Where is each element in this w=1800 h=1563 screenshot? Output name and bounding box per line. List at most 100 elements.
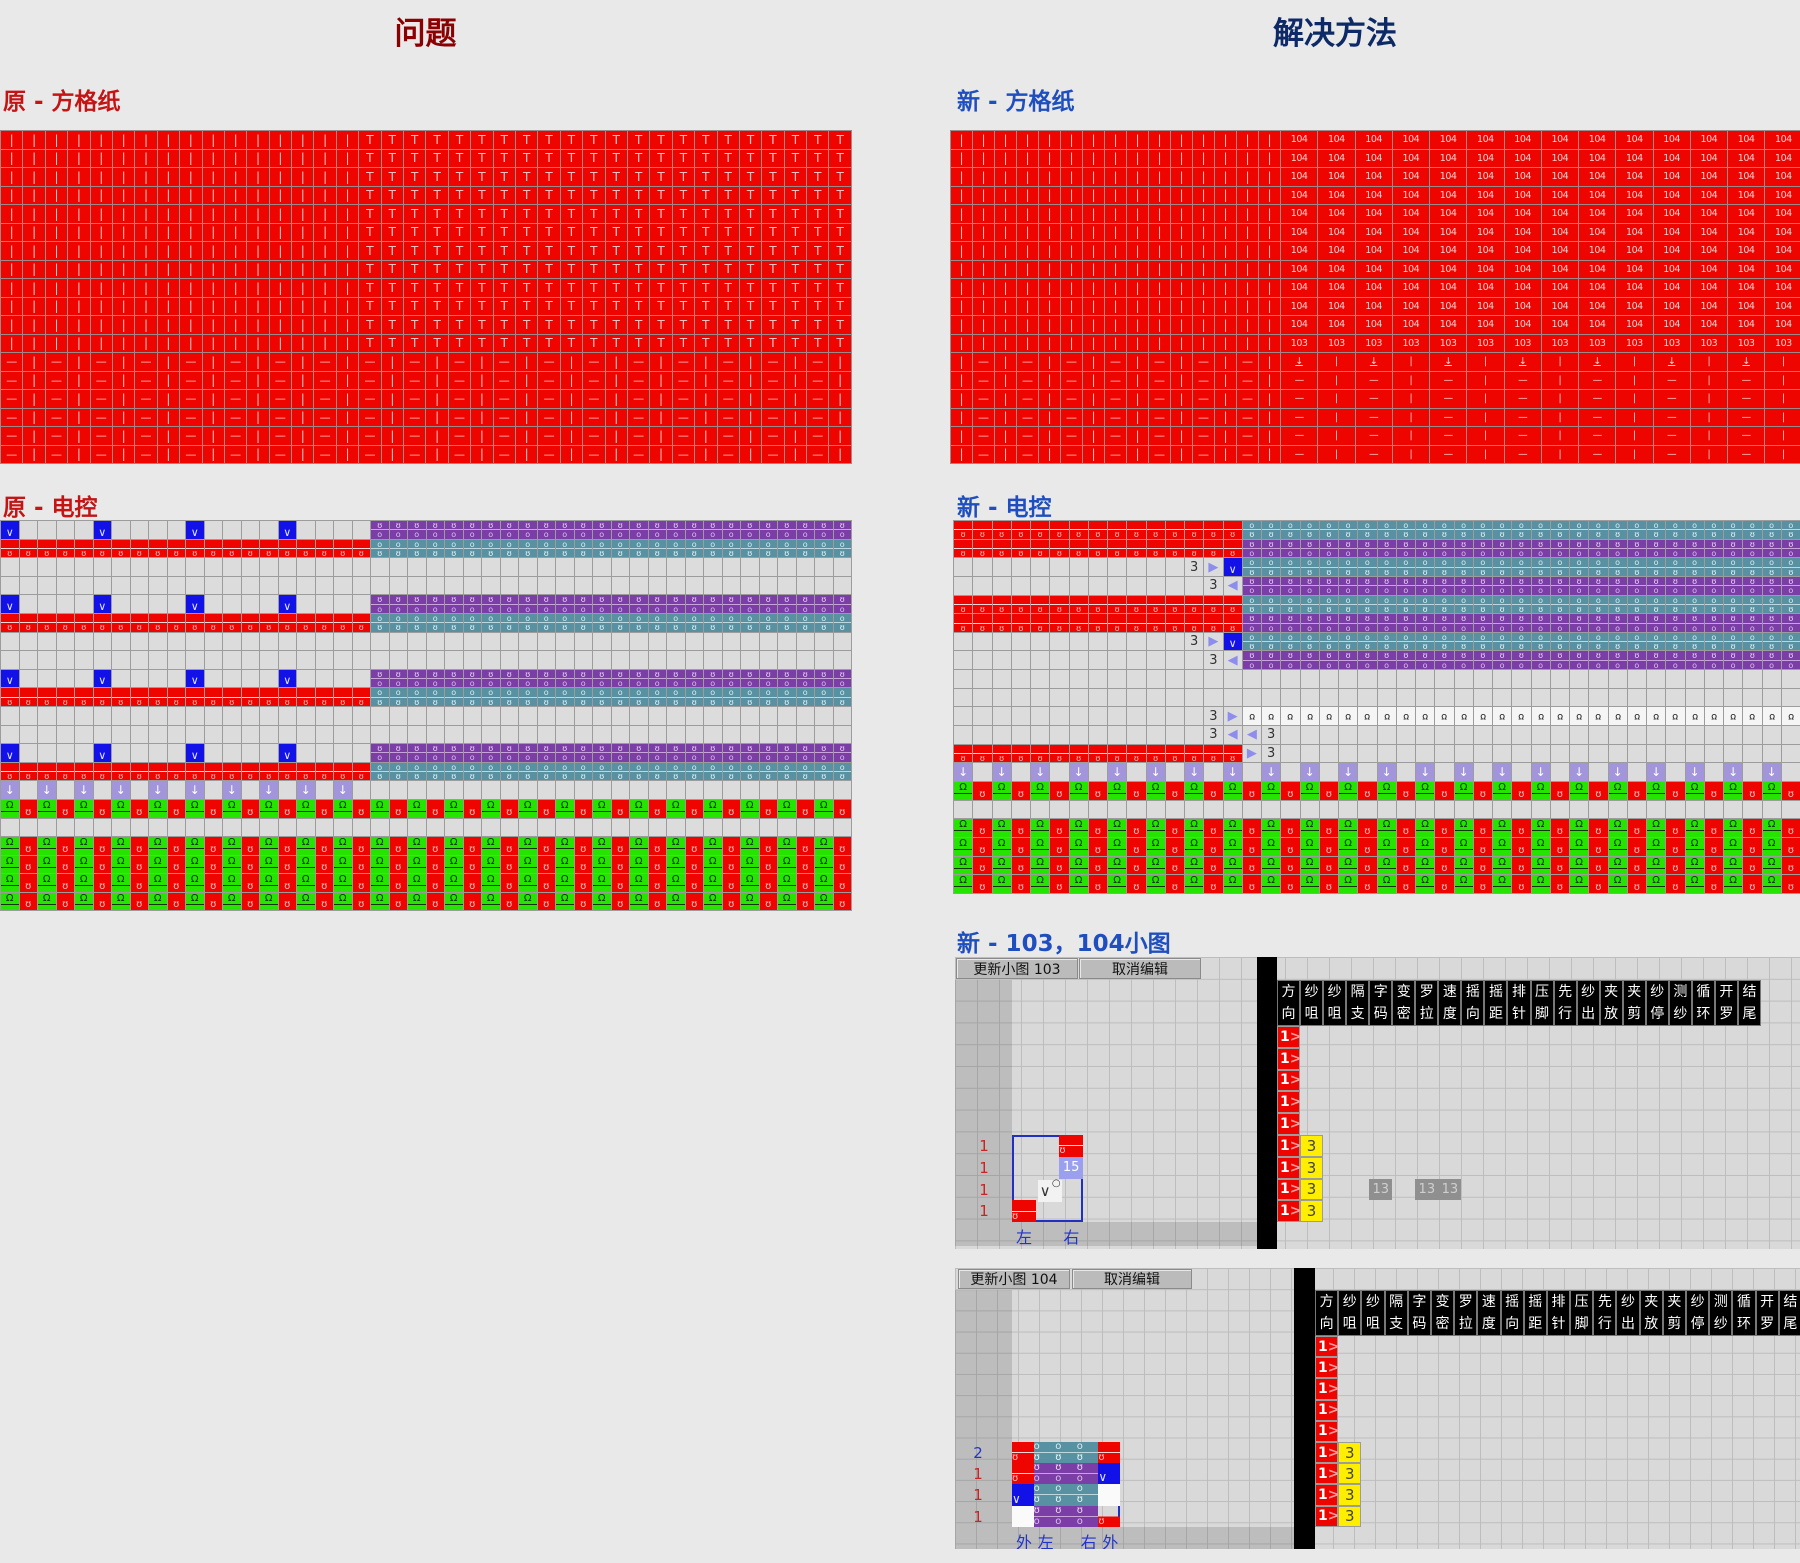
paper-cell-dash[interactable]: — <box>1653 427 1691 446</box>
ctrl-cell-rb[interactable]: ʊ <box>241 688 260 707</box>
ctrl-cell-g[interactable] <box>1146 688 1166 708</box>
ctrl-cell-rc[interactable]: ʊ <box>1627 837 1647 857</box>
paper-cell-num104[interactable]: 104 <box>1765 260 1800 279</box>
ctrl-cell-g[interactable] <box>389 576 408 596</box>
ctrl-cell-rc[interactable]: ʊ <box>1435 875 1455 894</box>
paper-cell-bar[interactable]: | <box>269 242 293 261</box>
ctrl-cell-g[interactable] <box>1704 744 1724 764</box>
ctrl-cell-g[interactable] <box>56 744 75 763</box>
paper-cell-bar[interactable]: | <box>1215 168 1237 187</box>
paper-cell-dash[interactable]: — <box>1281 427 1319 446</box>
paper-cell-tee[interactable]: T <box>404 223 427 242</box>
paper-cell-dash[interactable]: — <box>807 427 830 446</box>
ctrl-cell-g[interactable] <box>1204 670 1224 689</box>
paper-cell-tee[interactable]: T <box>627 149 651 168</box>
ctrl-cell-g[interactable] <box>1493 800 1513 820</box>
paper-cell-tee[interactable]: T <box>359 297 382 316</box>
paper-cell-bar[interactable]: | <box>1237 186 1259 205</box>
paper-cell-bar[interactable]: | <box>1237 205 1259 224</box>
ctrl-cell-g[interactable] <box>611 651 630 670</box>
ctrl-cell-g[interactable] <box>574 725 593 745</box>
ctrl-cell-gr[interactable]: Ω <box>1 799 20 819</box>
paper-cell-bar[interactable]: | <box>1171 242 1193 261</box>
paper-cell-bar[interactable]: | <box>112 131 136 150</box>
ctrl-cell-g[interactable] <box>1011 707 1031 727</box>
ctrl-cell-g[interactable] <box>260 558 279 577</box>
ctrl-cell-gr[interactable]: Ω <box>992 819 1012 838</box>
paper-cell-dash[interactable]: — <box>1728 390 1766 409</box>
paper-cell-dash[interactable]: — <box>404 427 427 446</box>
ctrl-cell-g[interactable] <box>1647 800 1667 820</box>
ctrl-cell-g[interactable] <box>1127 688 1147 708</box>
ctrl-cell-g[interactable] <box>1396 763 1416 782</box>
ctrl-cell-rc[interactable]: ʊ <box>130 799 149 819</box>
ctrl-cell-rb[interactable]: ʊ <box>1165 614 1185 633</box>
ctrl-cell-rc[interactable]: ʊ <box>1242 819 1262 838</box>
paper-cell-dash[interactable]: — <box>1355 445 1393 464</box>
paper-cell-bar[interactable]: | <box>90 334 113 353</box>
ctrl-cell-g[interactable] <box>954 632 974 652</box>
ctrl-cell-g[interactable] <box>1108 651 1128 671</box>
paper-cell-tee[interactable]: T <box>605 297 628 316</box>
ctrl-cell-g[interactable] <box>556 725 575 745</box>
paper-cell-bar[interactable]: | <box>112 186 136 205</box>
paper-cell-dash[interactable]: — <box>1430 408 1468 427</box>
ctrl-cell-g[interactable] <box>1550 726 1570 745</box>
ctrl-cell-g[interactable] <box>611 576 630 596</box>
paper-cell-tee[interactable]: T <box>784 334 808 353</box>
paper-cell-bar[interactable]: | <box>202 445 225 464</box>
direction-cell[interactable]: 1 > <box>1315 1399 1339 1421</box>
ctrl-cell-gr[interactable]: Ω <box>741 874 760 893</box>
paper-cell-bar[interactable]: | <box>1318 408 1356 427</box>
paper-cell-num104[interactable]: 104 <box>1579 279 1617 298</box>
ctrl-cell-gr[interactable]: Ω <box>38 837 57 856</box>
paper-cell-bar[interactable]: | <box>1061 334 1083 353</box>
paper-cell-dash[interactable]: — <box>180 371 203 390</box>
ctrl-cell-gr[interactable]: Ω <box>1031 819 1051 838</box>
paper-cell-tee[interactable]: T <box>448 168 472 187</box>
speed-cell[interactable]: 3 <box>1300 1156 1324 1179</box>
ctrl-cell-g[interactable] <box>611 781 630 800</box>
paper-cell-dash[interactable]: — <box>1061 390 1083 409</box>
ctrl-cell-gr[interactable]: Ω <box>1262 837 1282 857</box>
paper-cell-dash[interactable]: — <box>973 390 995 409</box>
paper-cell-bar[interactable]: | <box>23 279 46 298</box>
ctrl-cell-g[interactable] <box>1146 800 1166 820</box>
paper-cell-bar[interactable]: | <box>112 168 136 187</box>
ctrl-cell-g[interactable] <box>56 818 75 838</box>
ctrl-cell-g[interactable] <box>992 558 1012 577</box>
ctrl-cell-gr[interactable]: Ω <box>778 874 797 893</box>
ctrl-cell-g[interactable] <box>1473 800 1493 820</box>
ctrl-cell-g[interactable] <box>1031 726 1051 745</box>
ctrl-cell-g[interactable] <box>278 576 297 596</box>
ctrl-cell-rb[interactable]: ʊ <box>241 539 260 559</box>
paper-cell-bar[interactable]: | <box>68 260 91 279</box>
paper-cell-bar[interactable]: | <box>90 186 113 205</box>
ctrl-cell-g[interactable] <box>1666 670 1686 689</box>
paper-cell-bar[interactable]: | <box>1215 353 1237 372</box>
ctrl-cell-g[interactable] <box>112 651 131 670</box>
paper-cell-bar[interactable]: | <box>1467 408 1505 427</box>
ctrl-cell-rc[interactable]: ʊ <box>1781 837 1800 857</box>
paper-cell-num104[interactable]: 104 <box>1653 297 1691 316</box>
paper-cell-tee[interactable]: T <box>493 260 516 279</box>
paper-cell-bar[interactable]: | <box>426 445 449 464</box>
paper-cell-bar[interactable]: | <box>1541 371 1579 390</box>
ctrl-cell-g[interactable] <box>315 521 334 540</box>
paper-cell-num104[interactable]: 104 <box>1541 168 1579 187</box>
direction-cell[interactable]: 1 > <box>1277 1113 1301 1135</box>
